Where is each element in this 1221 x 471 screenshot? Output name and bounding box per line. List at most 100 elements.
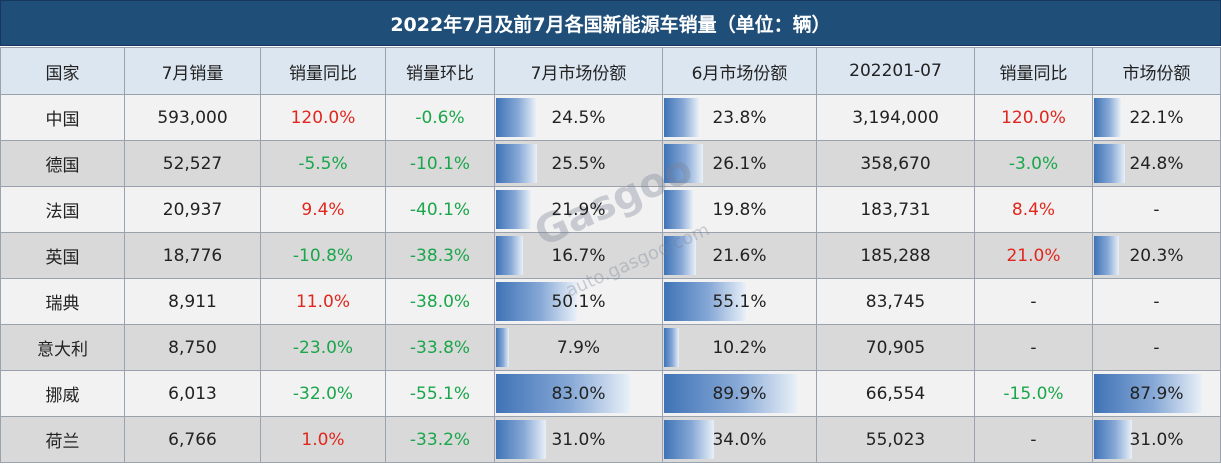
table-row: 瑞典 8,911 11.0% -38.0% 50.1% 55.1% 83,745 - - [0,278,1221,325]
cell-value: -55.1% [409,383,471,404]
cell-value: 16.7% [551,245,606,266]
table-cell: - [974,324,1093,371]
table-cell: 593,000 [124,94,261,141]
table-cell: 52,527 [124,140,261,187]
table-cell: 31.0% [494,416,663,463]
cell-value: 荷兰 [45,432,80,452]
cell-value: -10.1% [409,153,471,174]
table-row: 德国 52,527 -5.5% -10.1% 25.5% 26.1% 358,670 -3.0… [0,140,1221,187]
table-cell: - [1092,186,1221,233]
table-cell: 34.0% [662,416,817,463]
table-cell: 66,554 [816,370,975,417]
share-bar [664,98,700,137]
table-row: 英国 18,776 -10.8% -38.3% 16.7% 21.6% 185,288 21.… [0,232,1221,279]
table-cell: 18,776 [124,232,261,279]
cell-value: 70,905 [865,337,926,358]
cell-value: 意大利 [37,340,88,360]
table-row: 挪威 6,013 -32.0% -55.1% 83.0% 89.9% 66,554 -15.0… [0,370,1221,417]
column-header: 市场份额 [1092,47,1221,95]
cell-value: 9.4% [301,199,345,220]
cell-value: -10.8% [292,245,354,266]
table-cell: 87.9% [1092,370,1221,417]
table-cell: -3.0% [974,140,1093,187]
cell-value: 66,554 [865,383,926,404]
cell-value: 52,527 [162,153,223,174]
country-cell: 德国 [0,140,125,187]
table-cell: - [1092,278,1221,325]
column-header: 销量环比 [385,47,495,95]
table-cell: 7.9% [494,324,663,371]
table-cell: 22.1% [1092,94,1221,141]
table-cell: -33.8% [385,324,495,371]
table-cell: 83,745 [816,278,975,325]
cell-value: 英国 [45,248,80,268]
cell-value: 185,288 [860,245,931,266]
table-cell: 21.6% [662,232,817,279]
cell-value: 23.8% [712,107,767,128]
cell-value: 6,766 [168,429,217,450]
table-cell: 89.9% [662,370,817,417]
table-cell: -15.0% [974,370,1093,417]
column-header: 销量同比 [974,47,1093,95]
country-cell: 意大利 [0,324,125,371]
cell-value: 55.1% [712,291,767,312]
country-cell: 中国 [0,94,125,141]
table-cell: -10.1% [385,140,495,187]
cell-value: 593,000 [157,107,228,128]
cell-value: - [1153,337,1160,358]
share-bar [1094,236,1119,275]
cell-value: 183,731 [860,199,931,220]
table-cell: -5.5% [260,140,386,187]
table-cell: 9.4% [260,186,386,233]
country-cell: 英国 [0,232,125,279]
table-cell: -38.0% [385,278,495,325]
table-cell: -33.2% [385,416,495,463]
share-bar [664,190,694,229]
share-bar [496,282,578,321]
table-cell: -32.0% [260,370,386,417]
share-bar [664,236,697,275]
country-cell: 挪威 [0,370,125,417]
cell-value: 6,013 [168,383,217,404]
table-cell: 20.3% [1092,232,1221,279]
table-cell: 19.8% [662,186,817,233]
table-cell: 21.0% [974,232,1093,279]
cell-value: 11.0% [295,291,350,312]
cell-value: 德国 [45,156,80,176]
share-bar [496,328,509,367]
cell-value: 瑞典 [45,294,80,314]
cell-value: 50.1% [551,291,606,312]
share-bar [664,144,703,183]
table-row: 荷兰 6,766 1.0% -33.2% 31.0% 34.0% 55,023 - 31.0% [0,416,1221,463]
share-bar [496,98,536,137]
cell-value: 31.0% [551,429,606,450]
share-bar [496,190,532,229]
cell-value: 358,670 [860,153,931,174]
table-cell: -40.1% [385,186,495,233]
table-cell: 3,194,000 [816,94,975,141]
country-cell: 荷兰 [0,416,125,463]
cell-value: 21.9% [551,199,606,220]
table-cell: -0.6% [385,94,495,141]
share-bar [496,236,524,275]
table-cell: 25.5% [494,140,663,187]
share-bar [664,374,798,413]
cell-value: - [1153,199,1160,220]
cell-value: 3,194,000 [852,107,939,128]
cell-value: 31.0% [1129,429,1184,450]
share-bar [1094,144,1125,183]
table-row: 意大利 8,750 -23.0% -33.8% 7.9% 10.2% 70,905 - - [0,324,1221,371]
table-cell: 21.9% [494,186,663,233]
cell-value: 24.8% [1129,153,1184,174]
table-cell: 183,731 [816,186,975,233]
table-cell: 31.0% [1092,416,1221,463]
cell-value: 120.0% [290,107,356,128]
table-cell: 16.7% [494,232,663,279]
table-cell: 120.0% [260,94,386,141]
cell-value: 7.9% [556,337,601,358]
table-cell: 24.8% [1092,140,1221,187]
share-bar [1094,98,1122,137]
cell-value: 120.0% [1001,107,1066,128]
cell-value: 34.0% [712,429,767,450]
sales-table: 国家 7月销量 销量同比 销量环比 7月市场份额 6月市场份额 202201-07 销量同比市… [0,47,1221,463]
